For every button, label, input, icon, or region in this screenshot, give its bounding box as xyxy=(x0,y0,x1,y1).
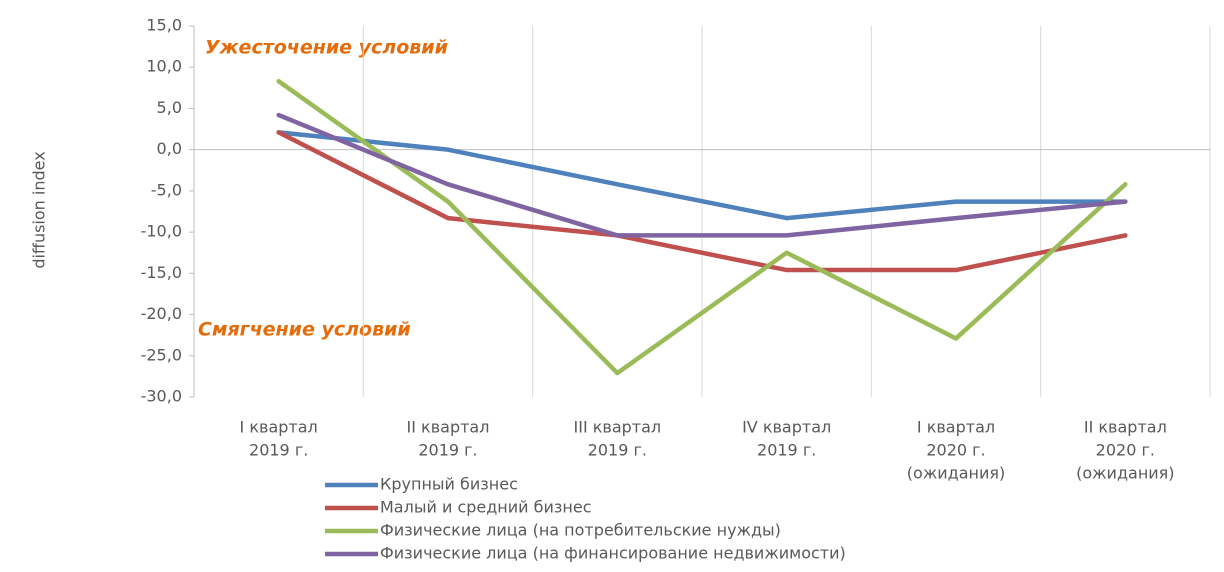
x-tick-label: 2019 г. xyxy=(249,441,308,460)
y-tick-label: -30,0 xyxy=(141,387,182,406)
series-line xyxy=(276,130,1128,221)
y-tick-label: 0,0 xyxy=(157,139,182,158)
y-tick-label: 15,0 xyxy=(146,16,182,35)
annotation: Смягчение условий xyxy=(198,319,411,341)
y-tick-label: -20,0 xyxy=(141,304,182,323)
x-tick-label: (ожидания) xyxy=(907,464,1005,483)
x-tick-label: 2019 г. xyxy=(757,441,816,460)
y-tick-label: -15,0 xyxy=(141,263,182,282)
legend-label: Физические лица (на потребительские нужд… xyxy=(380,521,781,540)
x-tick-label: 2019 г. xyxy=(418,441,477,460)
y-tick-label: -10,0 xyxy=(141,222,182,241)
x-tick-label: 2020 г. xyxy=(926,441,985,460)
x-tick-label: IV квартал xyxy=(742,418,831,437)
x-tick-label: 2019 г. xyxy=(588,441,647,460)
x-tick-label: (ожидания) xyxy=(1076,464,1174,483)
y-tick-label: -25,0 xyxy=(141,345,182,364)
x-tick-label: II квартал xyxy=(407,418,490,437)
series-line xyxy=(276,130,1128,273)
legend-label: Крупный бизнес xyxy=(380,475,518,494)
x-tick-label: III квартал xyxy=(574,418,662,437)
y-tick-label: -5,0 xyxy=(151,180,182,199)
x-tick-label: 2020 г. xyxy=(1096,441,1155,460)
legend-label: Физические лица (на финансирование недви… xyxy=(380,544,846,563)
series-line xyxy=(276,78,1128,376)
series-line xyxy=(276,112,1128,238)
y-axis-label: diffusion index xyxy=(30,151,49,268)
legend-label: Малый и средний бизнес xyxy=(380,498,592,517)
annotation: Ужесточение условий xyxy=(205,37,448,59)
y-tick-label: 5,0 xyxy=(157,98,182,117)
x-tick-label: I квартал xyxy=(240,418,318,437)
y-tick-label: 10,0 xyxy=(146,57,182,76)
x-tick-label: II квартал xyxy=(1084,418,1167,437)
x-tick-label: I квартал xyxy=(917,418,995,437)
